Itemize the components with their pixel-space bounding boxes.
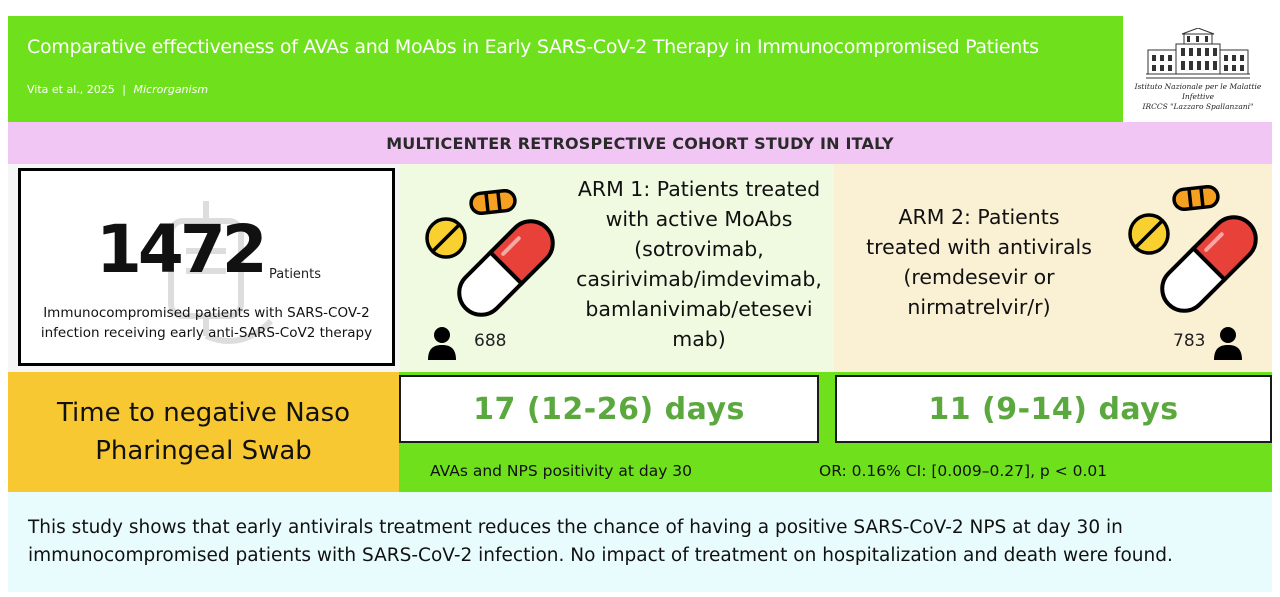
citation: Vita et al., 2025 | Microrganism <box>27 83 208 96</box>
arm1-result: 17 (12-26) days <box>399 375 819 443</box>
arm1-line: with active MoAbs <box>605 207 793 231</box>
institute-name-line1: Istituto Nazionale per le Malattie Infet… <box>1134 82 1262 101</box>
conclusion-panel: This study shows that early antivirals t… <box>8 492 1272 592</box>
citation-journal: Microrganism <box>133 83 209 96</box>
page-title: Comparative effectiveness of AVAs and Mo… <box>27 36 1039 58</box>
conclusion-text: This study shows that early antivirals t… <box>28 514 1258 570</box>
person-icon <box>428 327 456 360</box>
arm2-patient-count: 783 <box>1173 331 1206 351</box>
citation-separator: | <box>122 83 126 96</box>
stat-odds-ratio: OR: 0.16% CI: [0.009–0.27], p < 0.01 <box>819 462 1108 480</box>
patients-description: Immunocompromised patients with SARS-COV… <box>21 303 392 343</box>
arm2-line: nirmatrelvir/r) <box>907 295 1051 319</box>
arm1-panel: ARM 1: Patients treated with active MoAb… <box>399 164 834 372</box>
arm2-result: 11 (9-14) days <box>835 375 1272 443</box>
arm1-line: casirivimab/imdevimab, <box>576 267 822 291</box>
arm2-line: (remdesevir or <box>903 265 1055 289</box>
arm2-line: treated with antivirals <box>866 235 1092 259</box>
outcome-label-line2: Pharingeal Swab <box>95 436 312 466</box>
study-type-label: MULTICENTER RETROSPECTIVE COHORT STUDY I… <box>386 133 894 153</box>
outcome-label-line1: Time to negative Naso <box>56 398 351 428</box>
study-type-banner: MULTICENTER RETROSPECTIVE COHORT STUDY I… <box>8 122 1272 164</box>
conclusion-line1: This study shows that early antivirals t… <box>28 517 1123 538</box>
patients-label: Patients <box>269 267 322 282</box>
arm1-line: mab) <box>672 327 726 351</box>
person-icon <box>1214 327 1242 360</box>
patients-panel: 1472 Patients Immunocompromised patients… <box>8 164 399 372</box>
institute-logo: Istituto Nazionale per le Malattie Infet… <box>1124 16 1272 122</box>
arm1-description: ARM 1: Patients treated with active MoAb… <box>564 174 834 354</box>
stat-outcome-label: AVAs and NPS positivity at day 30 <box>430 462 693 480</box>
patients-card: 1472 Patients Immunocompromised patients… <box>18 168 395 366</box>
arm1-line: bamlanivimab/etesevi <box>585 297 813 321</box>
pill-capsule-icon <box>425 188 555 317</box>
arm2-line: ARM 2: Patients <box>898 205 1060 229</box>
arm1-line: ARM 1: Patients treated <box>577 177 821 201</box>
citation-authors: Vita et al., 2025 <box>27 83 115 96</box>
patients-description-line2: infection receiving early anti-SARS-CoV2… <box>40 325 373 341</box>
patients-description-line1: Immunocompromised patients with SARS-COV… <box>43 305 370 321</box>
institute-building-icon <box>1146 28 1250 79</box>
patients-count: 1472 <box>96 211 268 288</box>
iv-bag-icon <box>168 201 274 344</box>
arm2-description: ARM 2: Patients treated with antivirals … <box>844 202 1114 322</box>
results-panel: 17 (12-26) days 11 (9-14) days AVAs and … <box>399 372 1272 492</box>
outcome-label: Time to negative Naso Pharingeal Swab <box>44 394 364 470</box>
institute-name-line2: IRCCS "Lazzaro Spallanzani" <box>1142 102 1254 111</box>
pill-capsule-icon <box>1128 184 1258 313</box>
header-bar: Comparative effectiveness of AVAs and Mo… <box>8 16 1123 122</box>
arm1-patient-count: 688 <box>474 331 507 351</box>
outcome-label-box: Time to negative Naso Pharingeal Swab <box>8 372 399 492</box>
conclusion-line2: immunocompromised patients with SARS-CoV… <box>28 545 1173 566</box>
arm1-line: (sotrovimab, <box>634 237 764 261</box>
arm2-panel: ARM 2: Patients treated with antivirals … <box>834 164 1272 372</box>
institute-name: Istituto Nazionale per le Malattie Infet… <box>1124 82 1272 112</box>
